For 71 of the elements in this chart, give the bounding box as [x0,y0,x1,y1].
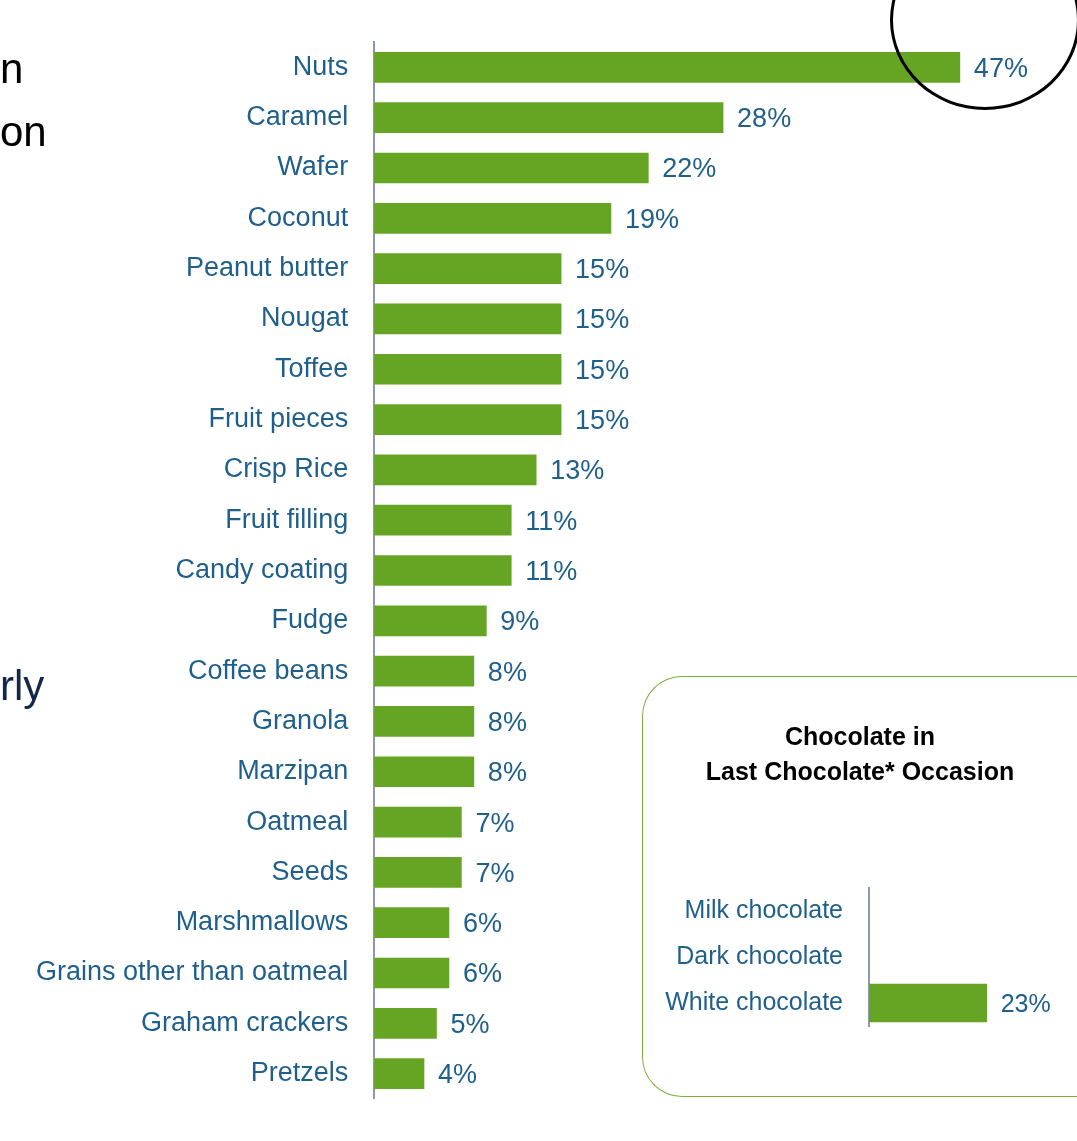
bar [374,555,512,586]
data-label: 22% [662,153,717,184]
y-tick-label: Toffee [275,352,349,383]
y-tick-label: Coffee beans [188,654,349,685]
y-tick-label: Marshmallows [175,906,349,937]
y-tick-label: Crisp Rice [223,453,349,484]
y-tick-label: Peanut butter [186,252,349,283]
y-tick-label: Grains other than oatmeal [35,956,349,987]
bar [374,454,537,486]
bar [374,957,450,989]
data-label: 7% [475,807,515,838]
data-label: 13% [550,455,605,486]
y-tick-label: Candy coating [175,553,349,584]
data-label: 28% [737,103,792,134]
y-tick-label: Wafer [277,151,349,182]
data-label: 11% [525,555,578,586]
data-label: 15% [575,254,630,285]
bar [374,504,512,536]
data-label: 15% [575,304,630,335]
data-label: 5% [450,1008,490,1039]
bar [374,1058,425,1089]
y-tick-label: Nuts [292,50,349,81]
data-label: 6% [462,908,502,939]
bar [374,605,487,637]
y-tick-label: Coconut [247,201,349,232]
bar [374,756,475,788]
y-tick-label: Oatmeal [246,805,349,836]
y-tick-label: Pretzels [250,1057,349,1088]
data-label: 47% [973,52,1028,83]
y-tick-label: Nougat [261,302,349,333]
y-tick-label: Dark chocolate [676,940,843,969]
chart-title: Chocolate in Last Chocolate* Occasion [704,721,1016,787]
bar [374,253,562,284]
bar [374,706,475,737]
bar [374,404,562,435]
y-tick-label: Seeds [271,855,349,886]
bar [374,857,462,888]
text: on [0,108,47,156]
data-label: 15% [575,405,630,436]
bar [374,806,462,838]
data-label: 15% [575,354,630,385]
bar [374,655,475,687]
data-label: 9% [500,606,540,637]
data-label: 8% [487,706,527,737]
data-label: 23% [1000,988,1051,1017]
bar [374,1008,437,1039]
bar [374,152,649,184]
text: rly [0,662,45,710]
y-tick-label: Granola [252,704,350,735]
bar [374,102,724,133]
y-tick-label: Fruit filling [225,503,349,534]
y-tick-label: Caramel [246,101,349,132]
data-label: 19% [624,203,679,234]
y-tick-label: Milk chocolate [684,894,843,923]
data-label: 11% [525,505,578,536]
y-tick-label: Fruit pieces [208,403,349,434]
data-label: 7% [475,857,515,888]
bar [374,353,562,385]
y-tick-label: Fudge [271,604,349,635]
text: n [0,45,24,93]
data-label: 4% [438,1059,478,1090]
y-tick-label: Graham crackers [141,1006,349,1037]
data-label: 8% [487,757,527,788]
y-tick-label: White chocolate [665,986,843,1015]
data-label: 6% [462,958,502,989]
data-label: 8% [487,656,527,687]
bar [374,202,612,234]
bar [374,907,450,939]
bar [374,303,562,335]
y-tick-label: Marzipan [237,755,349,786]
bar [374,52,961,83]
